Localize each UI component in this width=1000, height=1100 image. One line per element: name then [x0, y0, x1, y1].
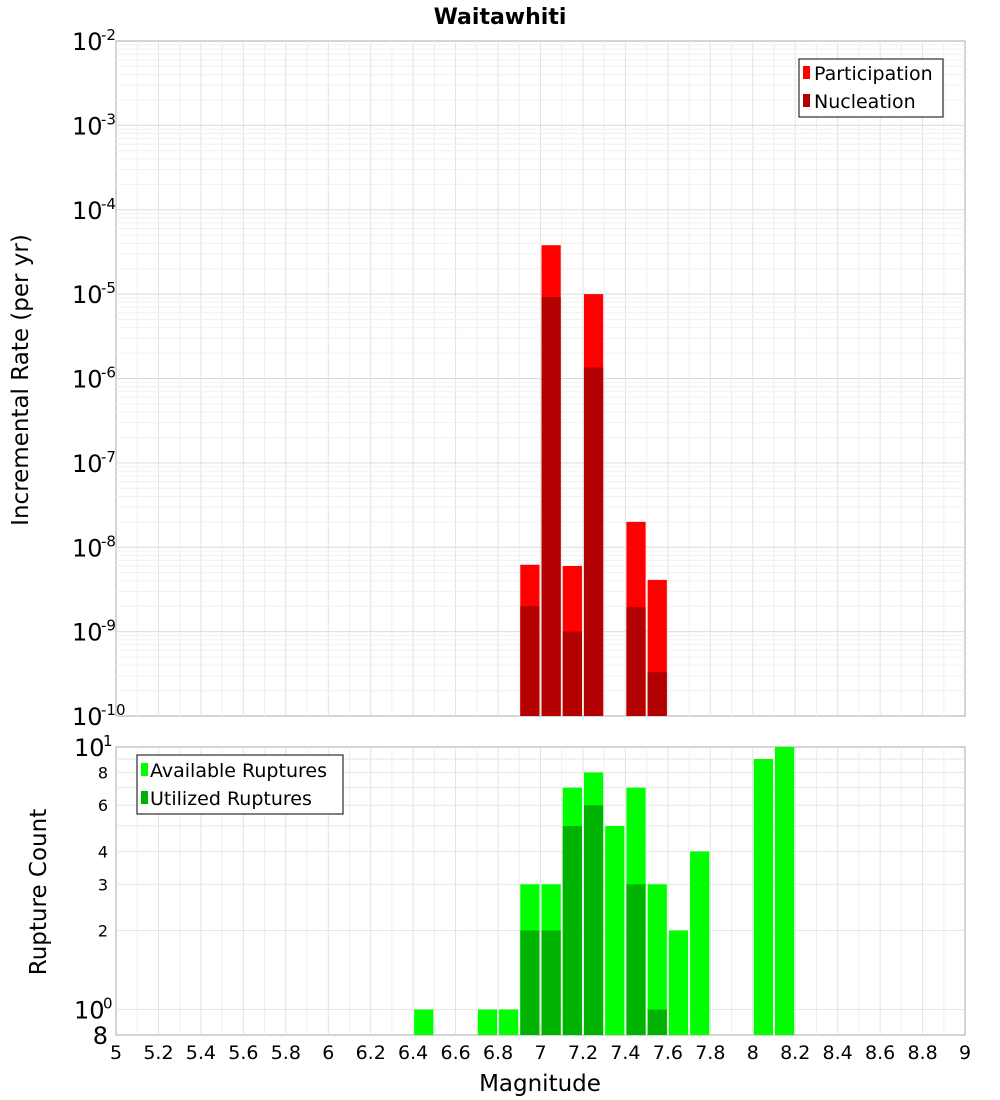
x-tick-label: 8.6 — [865, 1042, 895, 1064]
legend-swatch-participation — [803, 66, 810, 79]
available-bar — [668, 930, 689, 1035]
y-tick-label: 10 — [72, 366, 103, 394]
x-tick-label: 7.8 — [695, 1042, 725, 1064]
rate-grid — [116, 41, 965, 716]
nucleation-bar — [520, 606, 540, 716]
x-tick-label: 5.2 — [143, 1042, 173, 1064]
legend-label-participation: Participation — [814, 63, 933, 85]
y-tick-label: 10 — [74, 734, 105, 762]
count-y-axis-label: Rupture Count — [26, 809, 52, 975]
legend-swatch-available — [141, 763, 148, 776]
nucleation-bar — [647, 672, 667, 716]
y-tick-exponent: -4 — [101, 195, 116, 213]
y-tick-label: 10 — [72, 281, 103, 309]
rate-y-ticks: 10-210-310-410-510-610-710-810-910-10 — [72, 26, 126, 731]
rate-bars — [520, 245, 667, 717]
count-bars — [414, 747, 795, 1035]
x-tick-label: 6 — [322, 1042, 334, 1064]
available-bar — [477, 1009, 498, 1035]
y-tick-exponent: -3 — [101, 110, 116, 128]
x-tick-label: 9 — [959, 1042, 971, 1064]
y-tick-exponent: 0 — [103, 995, 113, 1013]
legend-swatch-nucleation — [803, 94, 810, 107]
x-tick-label: 7 — [534, 1042, 546, 1064]
count-legend: Available Ruptures Utilized Ruptures — [136, 754, 344, 815]
x-tick-label: 6.4 — [398, 1042, 428, 1064]
nucleation-bar — [541, 297, 561, 716]
y-tick-exponent: -7 — [101, 448, 116, 466]
utilized-bar — [647, 1009, 667, 1035]
y-tick-label: 10 — [72, 28, 103, 56]
x-tick-label: 6.6 — [440, 1042, 470, 1064]
count-legend-box — [136, 754, 344, 815]
rate-y-axis-label: Incremental Rate (per yr) — [8, 234, 34, 526]
available-bar — [499, 1009, 519, 1035]
x-tick-label: 8 — [747, 1042, 759, 1064]
legend-label-available: Available Ruptures — [150, 760, 327, 782]
available-bar — [774, 747, 795, 1035]
y-tick-label: 3 — [98, 875, 108, 894]
legend-label-nucleation: Nucleation — [814, 91, 916, 113]
y-tick-label: 4 — [98, 842, 108, 861]
y-tick-exponent: -8 — [101, 532, 116, 550]
available-bar — [605, 826, 625, 1035]
nucleation-bar — [562, 631, 582, 716]
available-bar — [414, 1009, 434, 1035]
y-tick-label: 10 — [72, 619, 103, 647]
x-tick-label: 6.2 — [356, 1042, 386, 1064]
utilized-bar — [562, 826, 582, 1035]
y-tick-exponent: -2 — [101, 26, 116, 44]
y-tick-label: 10 — [72, 703, 103, 731]
y-tick-exponent: -9 — [101, 617, 116, 635]
y-tick-exponent: -6 — [101, 364, 116, 382]
x-tick-label: 7.6 — [653, 1042, 683, 1064]
available-bar — [690, 851, 710, 1035]
x-ticks: 5 5.2 5.4 5.6 5.8 6 6.2 6.4 6.6 6.8 7 7.2 7.4 7.6 7.8 8… — [110, 1042, 971, 1064]
nucleation-bar — [626, 607, 646, 716]
rate-legend-box — [798, 58, 944, 118]
y-tick-label: 10 — [72, 450, 103, 478]
x-axis-label: Magnitude — [479, 1071, 601, 1097]
utilized-bar — [520, 930, 540, 1035]
x-tick-label: 6.8 — [483, 1042, 513, 1064]
x-tick-label: 8.4 — [823, 1042, 853, 1064]
nucleation-bar — [583, 367, 604, 716]
x-tick-label: 8.2 — [780, 1042, 810, 1064]
y-tick-exponent: -10 — [101, 701, 126, 719]
available-bar — [753, 759, 773, 1035]
y-tick-label: 6 — [98, 796, 108, 815]
y-tick-label: 2 — [98, 922, 108, 941]
utilized-bar — [626, 884, 646, 1035]
legend-swatch-utilized — [141, 791, 148, 804]
legend-label-utilized: Utilized Ruptures — [150, 788, 312, 810]
rate-legend: Participation Nucleation — [798, 58, 944, 118]
x-tick-label: 8.8 — [907, 1042, 937, 1064]
x-tick-label: 5 — [110, 1042, 122, 1064]
y-tick-label: 10 — [72, 112, 103, 140]
x-tick-label: 5.4 — [186, 1042, 216, 1064]
y-tick-label: 10 — [74, 997, 105, 1025]
y-tick-label: 8 — [98, 763, 108, 782]
y-tick-label: 10 — [72, 534, 103, 562]
y-tick-exponent: 1 — [103, 732, 113, 750]
utilized-bar — [583, 805, 604, 1035]
rate-panel: 10-210-310-410-510-610-710-810-910-10 In… — [8, 26, 966, 731]
available-bar — [647, 884, 667, 1035]
y-tick-label: 8 — [93, 1022, 108, 1050]
x-tick-label: 5.6 — [228, 1042, 258, 1064]
utilized-bar — [541, 930, 561, 1035]
x-tick-label: 5.8 — [271, 1042, 301, 1064]
x-tick-label: 7.4 — [610, 1042, 640, 1064]
chart-title: Waitawhiti — [434, 5, 567, 30]
y-tick-exponent: -5 — [101, 279, 116, 297]
x-tick-label: 7.2 — [568, 1042, 598, 1064]
y-tick-label: 10 — [72, 197, 103, 225]
